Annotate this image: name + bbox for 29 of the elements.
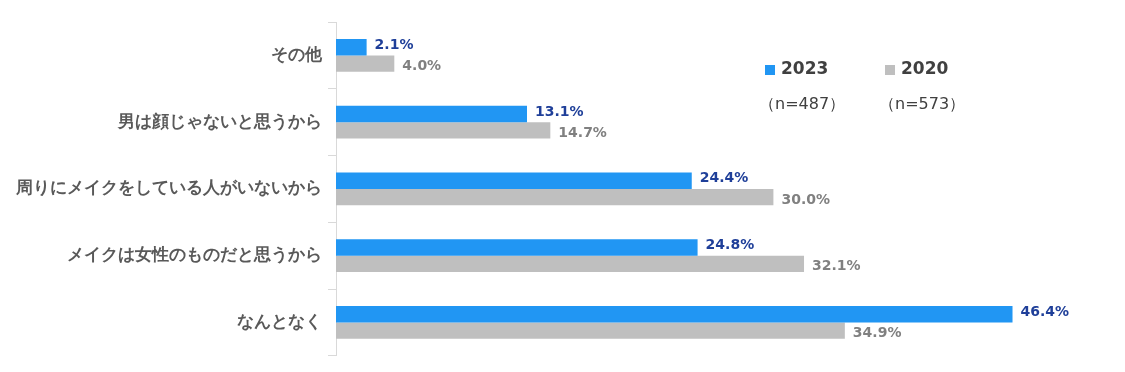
data-label: 13.1% — [535, 102, 584, 119]
y-tick-label: メイクは女性のものだと思うから — [67, 244, 322, 265]
y-tick-label: 男は顔じゃないと思うから — [117, 110, 322, 131]
annotation: （n=573） — [879, 94, 966, 114]
bar — [336, 39, 367, 56]
annotation: （n=487） — [759, 94, 846, 114]
bar — [336, 255, 805, 273]
y-tick-label: 周りにメイクをしている人がいないから — [15, 177, 322, 198]
legend-label: 2020 — [901, 58, 949, 79]
bar — [336, 122, 551, 139]
bar — [336, 55, 395, 72]
y-tick-label: その他 — [271, 43, 323, 64]
data-label: 32.1% — [812, 257, 861, 274]
legend-label: 2023 — [781, 58, 829, 79]
data-label: 46.4% — [1020, 302, 1070, 319]
bar — [336, 172, 692, 189]
bar — [336, 239, 698, 256]
data-label: 24.4% — [699, 169, 749, 186]
data-label: 14.7% — [558, 123, 607, 140]
data-label: 30.0% — [781, 190, 830, 207]
y-tick-label: なんとなく — [237, 310, 322, 331]
bar — [336, 306, 1013, 323]
data-label: 4.0% — [402, 57, 442, 74]
data-label: 2.1% — [374, 35, 414, 52]
bar — [336, 105, 527, 123]
data-label: 34.9% — [852, 324, 902, 341]
bar — [336, 188, 774, 206]
data-label: 24.8% — [705, 236, 755, 253]
bar — [336, 322, 845, 339]
